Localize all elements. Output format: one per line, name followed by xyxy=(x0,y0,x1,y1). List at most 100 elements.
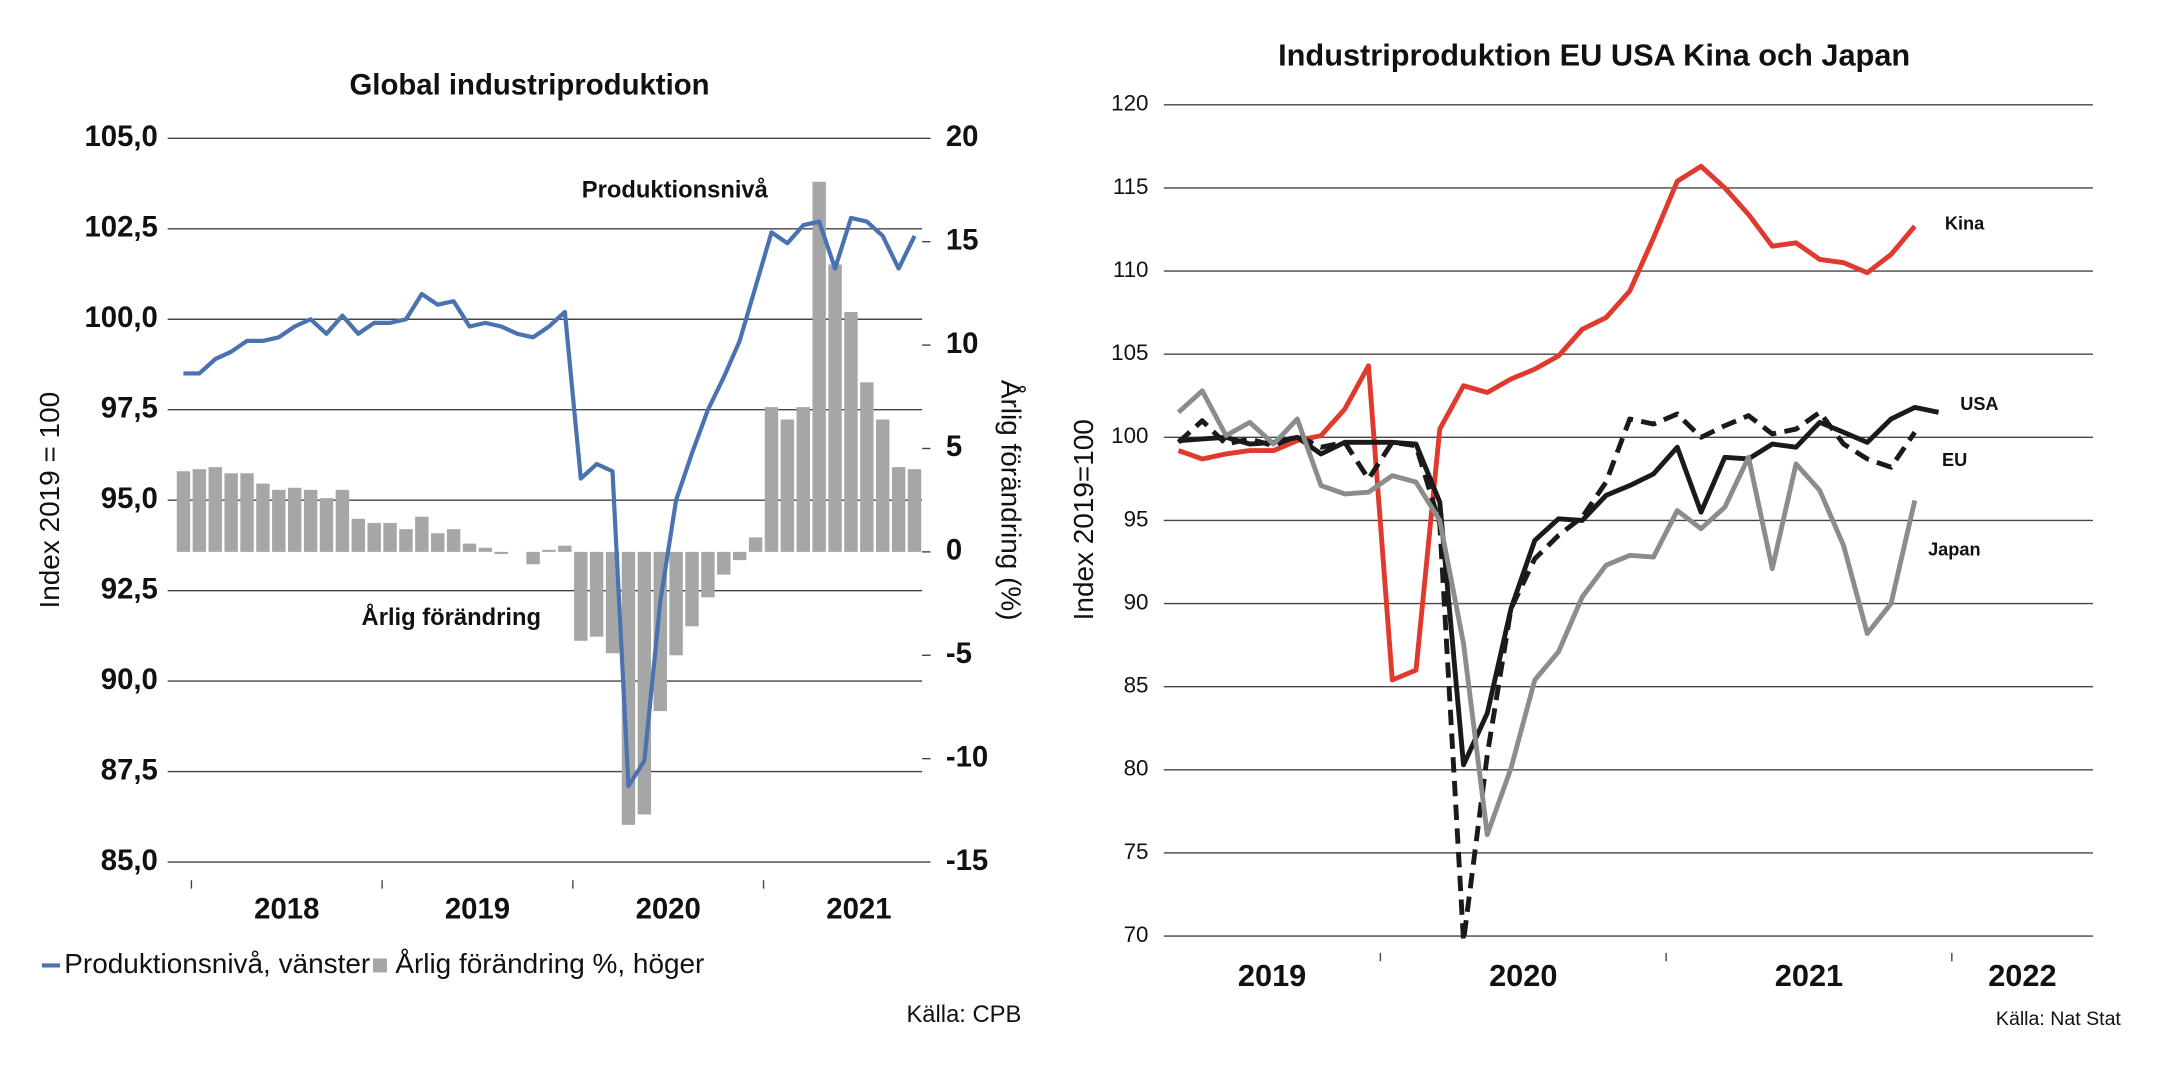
y-tick-label: 87,5 xyxy=(101,753,158,786)
bar xyxy=(780,419,795,552)
y2-tick-label: 10 xyxy=(946,327,979,360)
bar xyxy=(272,489,286,552)
y-tick-label: 105 xyxy=(1111,340,1148,365)
bar xyxy=(478,547,493,552)
line xyxy=(1176,388,1918,838)
y-tick-label: 90 xyxy=(1124,589,1149,614)
legend-label: Produktionsnivå, vänster xyxy=(64,948,370,979)
y-axis-label: Index 2019=100 xyxy=(1068,419,1099,620)
bar xyxy=(891,467,906,552)
bar xyxy=(844,312,858,552)
annotation: Produktionsnivå xyxy=(582,177,769,204)
x-tick-label: 2020 xyxy=(636,893,701,926)
y-tick-label: 85,0 xyxy=(101,844,158,877)
y2-tick-label: 0 xyxy=(946,534,962,567)
series-label: Kina xyxy=(1945,214,1985,234)
bar xyxy=(907,469,922,552)
y-tick-label: 100,0 xyxy=(84,301,157,334)
bar xyxy=(462,543,477,552)
bar xyxy=(685,551,699,627)
bar xyxy=(224,473,238,552)
bar xyxy=(637,551,652,815)
bar xyxy=(208,467,222,552)
x-tick-label: 2020 xyxy=(1489,958,1557,993)
y-tick-label: 115 xyxy=(1113,174,1149,199)
series-label: EU xyxy=(1942,450,1967,470)
y-tick-label: 95 xyxy=(1124,506,1149,531)
y-tick-label: 95,0 xyxy=(101,482,158,515)
bar xyxy=(176,471,191,552)
bar xyxy=(574,551,588,641)
y-tick-label: 70 xyxy=(1124,922,1149,947)
bar xyxy=(542,549,556,552)
bar xyxy=(812,181,826,552)
y-tick-label: 102,5 xyxy=(84,211,157,244)
bar xyxy=(526,551,540,565)
bar xyxy=(860,382,874,552)
bar xyxy=(431,533,445,552)
y2-tick-label: -15 xyxy=(946,844,988,877)
x-tick-label: 2018 xyxy=(254,893,319,926)
bar xyxy=(701,551,715,598)
bar xyxy=(589,551,604,637)
y2-tick-label: 15 xyxy=(946,223,979,256)
bar xyxy=(319,498,334,552)
x-tick-label: 2021 xyxy=(1775,958,1843,993)
bar xyxy=(288,487,302,552)
y-tick-label: 75 xyxy=(1124,839,1149,864)
y-tick-label: 90,0 xyxy=(101,663,158,696)
bar xyxy=(192,469,207,552)
series-label: Japan xyxy=(1928,539,1980,559)
x-tick-label: 2021 xyxy=(826,893,891,926)
x-tick-label: 2019 xyxy=(1238,958,1306,993)
y-tick-label: 97,5 xyxy=(101,391,158,424)
y2-tick-label: 5 xyxy=(946,430,962,463)
bar xyxy=(399,529,413,552)
bar xyxy=(446,529,461,552)
x-tick-label: 2019 xyxy=(445,893,510,926)
bar xyxy=(240,473,254,552)
y-tick-label: 85 xyxy=(1124,673,1149,698)
y2-tick-label: -5 xyxy=(946,637,972,670)
legend-swatch xyxy=(372,958,387,973)
y2-axis-label: Årlig förändring (%) xyxy=(995,380,1026,621)
line xyxy=(1178,404,1940,768)
bar xyxy=(383,522,397,552)
bar xyxy=(717,551,731,575)
y-tick-label: 92,5 xyxy=(101,572,158,605)
bar xyxy=(732,551,747,561)
chart-title: Global industriproduktion xyxy=(349,68,709,101)
y-tick-label: 100 xyxy=(1111,423,1148,448)
line xyxy=(183,215,917,789)
bar xyxy=(494,551,509,554)
y-tick-label: 105,0 xyxy=(84,120,157,153)
source: Källa: Nat Stat xyxy=(1996,1008,2122,1030)
bar xyxy=(335,489,350,552)
y2-tick-label: -10 xyxy=(946,740,988,773)
source: Källa: CPB xyxy=(906,1001,1021,1028)
bar xyxy=(748,537,763,552)
legend-label: Årlig förändring %, höger xyxy=(395,948,704,979)
bar xyxy=(367,522,381,552)
y-tick-label: 120 xyxy=(1111,91,1148,116)
y-axis-label: Index 2019 = 100 xyxy=(34,392,65,609)
bar xyxy=(828,264,842,552)
bar xyxy=(558,545,572,552)
y2-tick-label: 20 xyxy=(946,120,979,153)
bar xyxy=(876,419,890,552)
x-tick-label: 2022 xyxy=(1988,958,2056,993)
annotation: Årlig förändring xyxy=(362,603,541,631)
bar xyxy=(796,407,810,552)
bar xyxy=(351,518,365,552)
bar xyxy=(669,551,683,656)
series-label: USA xyxy=(1960,394,1998,414)
line xyxy=(1176,409,1917,944)
bar xyxy=(415,516,429,552)
chart-title: Industriproduktion EU USA Kina och Japan xyxy=(1278,37,1910,72)
bar xyxy=(764,407,779,552)
y-tick-label: 80 xyxy=(1124,756,1149,781)
bar xyxy=(256,483,270,552)
y-tick-label: 110 xyxy=(1113,257,1149,282)
